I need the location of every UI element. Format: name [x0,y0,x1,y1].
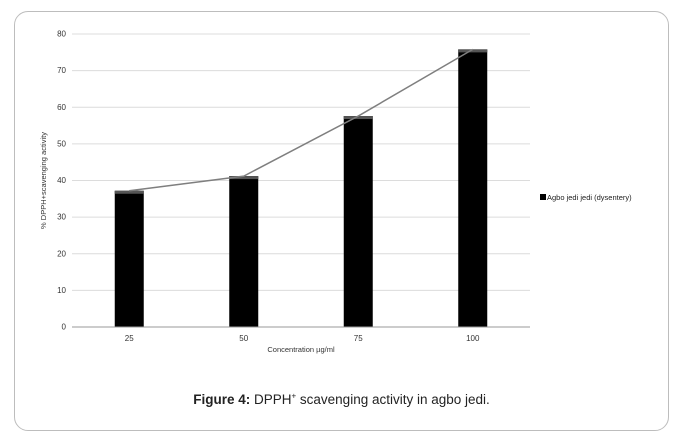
gridlines [72,33,530,291]
bar-50 [229,176,259,327]
bar-cap-25 [114,190,144,194]
x-tick-label: 50 [239,334,248,343]
y-tick-label: 70 [57,66,66,75]
x-tick-label: 100 [466,334,480,343]
y-tick-label: 60 [57,103,66,112]
legend: Agbo jedi jedi (dysentery) [540,193,632,202]
x-axis-label: Concentration µg/ml [267,345,335,354]
legend-swatch [540,194,546,200]
trend-line-path [129,48,474,192]
y-tick-label: 50 [57,139,66,148]
trend-line [129,48,474,192]
bar-cap-100 [458,49,488,53]
x-tick-labels: 25 50 75 100 [125,334,480,343]
y-tick-label: 80 [57,30,66,39]
bar-cap-75 [343,116,373,120]
y-axis-label: % DPPH+scavenging activity [39,132,48,229]
x-tick-label: 25 [125,334,134,343]
caption-superscript: + [291,391,297,401]
y-tick-label: 40 [57,176,66,185]
bar-75 [343,116,373,327]
caption-label: Figure 4: [193,392,251,407]
y-tick-label: 0 [62,323,67,332]
y-tick-labels: 0 10 20 30 40 50 60 70 80 [57,30,66,332]
y-tick-label: 10 [57,286,66,295]
figure-caption: Figure 4: DPPH+ scavenging activity in a… [0,392,683,407]
legend-label: Agbo jedi jedi (dysentery) [547,193,632,202]
caption-text-after: scavenging activity in agbo jedi. [296,392,490,407]
bar-100 [458,49,488,327]
bar-cap-50 [229,176,259,180]
bar-chart: 0 10 20 30 40 50 60 70 80 25 50 75 100 % DPPH+scave… [39,30,632,355]
caption-text-before: DPPH [250,392,292,407]
y-tick-label: 30 [57,213,66,222]
bar-25 [114,190,144,327]
x-tick-label: 75 [354,334,363,343]
bars [114,49,488,327]
y-tick-label: 20 [57,249,66,258]
